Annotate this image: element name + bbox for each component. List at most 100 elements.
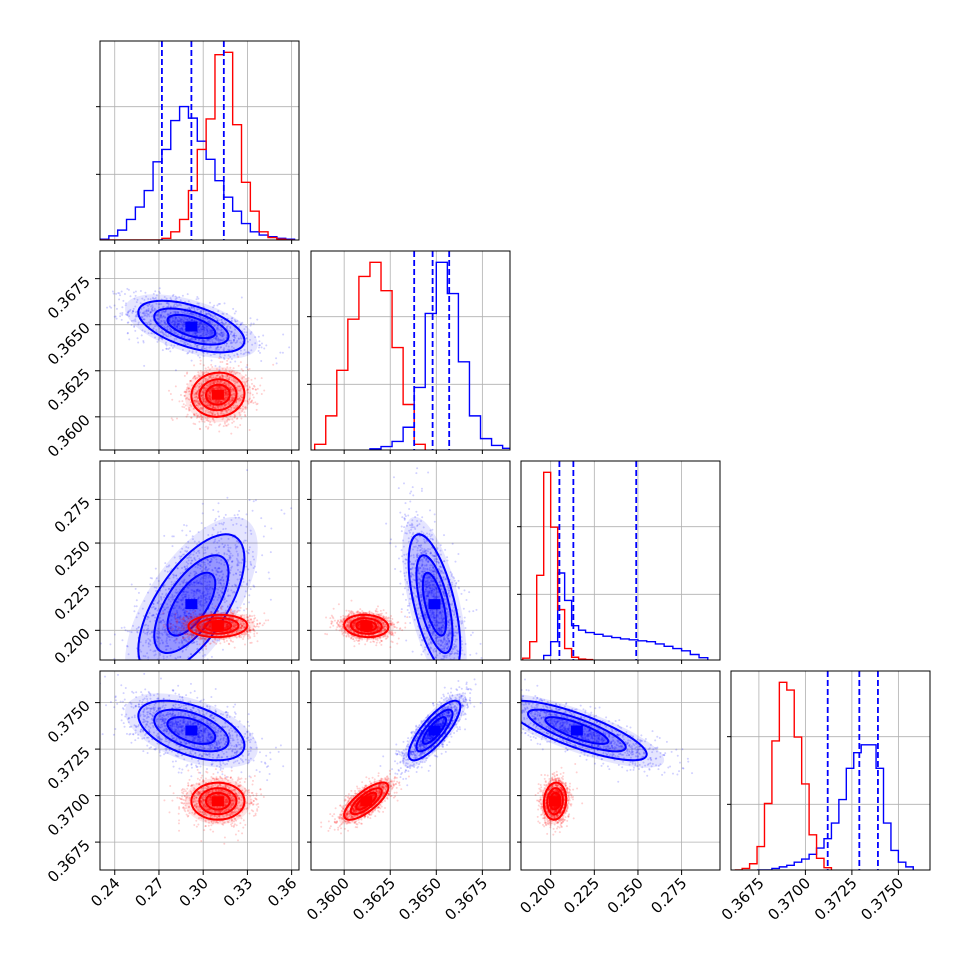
scatter-point — [197, 325, 200, 328]
scatter-point — [180, 310, 183, 313]
scatter-point — [124, 660, 126, 662]
scatter-point — [243, 603, 246, 606]
scatter-point — [200, 328, 203, 331]
scatter-point — [201, 323, 204, 326]
scatter-point — [230, 339, 233, 342]
scatter-point — [207, 320, 210, 323]
scatter-point — [197, 308, 200, 311]
scatter-point — [192, 673, 194, 675]
scatter-point — [215, 335, 218, 338]
scatter-point — [146, 304, 149, 307]
scatter-point — [209, 354, 212, 357]
scatter-point — [186, 352, 189, 355]
scatter-point — [215, 381, 218, 384]
scatter-point — [205, 348, 208, 351]
scatter-point — [199, 359, 202, 362]
scatter-point — [245, 366, 248, 369]
scatter-point — [204, 387, 207, 390]
scatter-point — [202, 352, 205, 355]
scatter-point — [110, 306, 113, 309]
scatter-point — [208, 338, 211, 341]
scatter-point — [236, 397, 239, 400]
scatter-point — [186, 319, 189, 322]
scatter-point — [197, 400, 200, 403]
scatter-point — [268, 577, 271, 580]
scatter-point — [188, 306, 191, 309]
scatter-point — [231, 396, 234, 399]
hist-red-1 — [313, 261, 426, 450]
scatter-point — [199, 310, 202, 313]
scatter-point — [201, 512, 204, 515]
scatter-point — [239, 389, 242, 392]
scatter-point — [164, 343, 167, 346]
scatter-point — [254, 342, 257, 345]
scatter-point — [159, 330, 162, 333]
scatter-point — [201, 339, 204, 342]
scatter-point — [168, 347, 171, 350]
scatter-point — [113, 315, 116, 318]
scatter-point — [119, 679, 121, 681]
scatter-point — [251, 387, 254, 390]
scatter-point — [206, 329, 209, 332]
scatter-point — [225, 393, 228, 396]
scatter-point — [167, 348, 170, 351]
scatter-point — [147, 307, 150, 310]
scatter-point — [225, 411, 228, 414]
scatter-point — [223, 323, 226, 326]
scatter-point — [189, 530, 192, 533]
scatter-point — [216, 385, 219, 388]
scatter-point — [222, 349, 225, 352]
scatter-point — [174, 323, 177, 326]
scatter-point — [196, 389, 199, 392]
scatter-point — [178, 325, 181, 328]
scatter-point — [223, 347, 226, 350]
scatter-point — [208, 396, 211, 399]
scatter-point — [233, 334, 236, 337]
scatter-point — [247, 377, 250, 380]
scatter-point — [165, 665, 167, 667]
scatter-point — [260, 342, 263, 345]
scatter-point — [133, 610, 136, 613]
scatter-point — [230, 330, 233, 333]
scatter-point — [224, 388, 227, 391]
scatter-point — [186, 343, 189, 346]
scatter-point — [258, 346, 261, 349]
scatter-point — [210, 331, 213, 334]
scatter-point — [180, 318, 183, 321]
scatter-point — [260, 346, 263, 349]
scatter-point — [134, 294, 137, 297]
scatter-point — [232, 307, 235, 310]
scatter-point — [238, 399, 241, 402]
scatter-point — [222, 332, 225, 335]
scatter-point — [151, 310, 154, 313]
scatter-point — [168, 328, 171, 331]
scatter-point — [127, 310, 130, 313]
scatter-point — [241, 396, 244, 399]
scatter-point — [288, 346, 291, 349]
scatter-point — [141, 312, 144, 315]
scatter-point — [290, 507, 293, 510]
scatter-point — [191, 350, 194, 353]
scatter-point — [200, 327, 203, 330]
scatter-point — [216, 380, 219, 383]
scatter-point — [134, 329, 137, 332]
scatter-point — [182, 322, 185, 325]
scatter-point — [92, 325, 94, 327]
scatter-point — [220, 331, 223, 334]
scatter-point — [223, 358, 226, 361]
scatter-point — [201, 502, 204, 505]
scatter-point — [217, 385, 220, 388]
scatter-point — [171, 419, 174, 422]
scatter-point — [203, 326, 206, 329]
scatter-point — [215, 385, 218, 388]
scatter-point — [187, 300, 190, 303]
scatter-point — [214, 413, 217, 416]
scatter-point — [235, 334, 238, 337]
scatter-point — [186, 311, 189, 314]
scatter-point — [230, 409, 233, 412]
scatter-point — [145, 295, 148, 298]
scatter-point — [158, 327, 161, 330]
scatter-point — [172, 317, 175, 320]
scatter-point — [169, 335, 172, 338]
